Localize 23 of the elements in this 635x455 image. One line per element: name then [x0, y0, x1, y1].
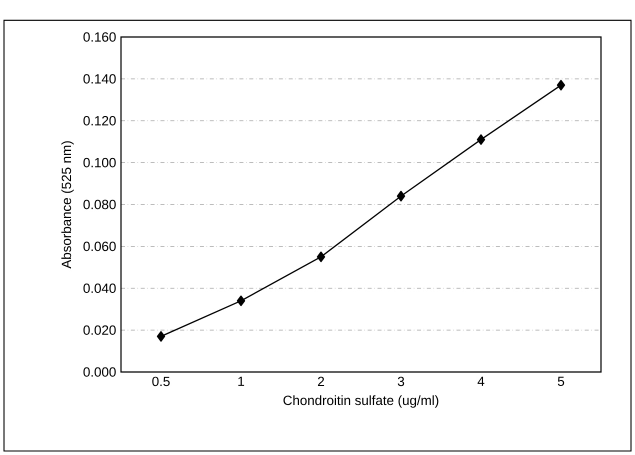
x-tick-label: 2: [318, 376, 324, 386]
y-tick-label: 0.000: [83, 367, 116, 377]
point: [476, 134, 486, 145]
point: [156, 331, 166, 342]
y-tick-label: 0.140: [83, 74, 116, 84]
y-tick-label: 0.060: [83, 242, 116, 252]
x-tick-label: 4: [478, 376, 484, 386]
y-tick-label: 0.160: [83, 32, 116, 42]
y-tick-label: 0.040: [83, 284, 116, 293]
point: [316, 252, 326, 262]
x-tick-label: 3: [398, 376, 404, 386]
x-axis-title: Chondroitin sulfate (ug/ml): [283, 395, 438, 408]
point: [396, 190, 406, 202]
y-tick-label: 0.020: [83, 325, 116, 335]
point: [236, 295, 246, 306]
y-axis-title: Absorbance (525 nm): [61, 141, 74, 269]
point: [556, 80, 566, 90]
x-tick-label: 5: [558, 376, 564, 386]
x-tick-label: 0.5: [152, 376, 170, 386]
y-tick-label: 0.120: [83, 116, 116, 126]
y-tick-label: 0.100: [83, 158, 116, 168]
y-tick-label: 0.080: [83, 200, 116, 210]
x-tick-label: 1: [238, 376, 244, 386]
